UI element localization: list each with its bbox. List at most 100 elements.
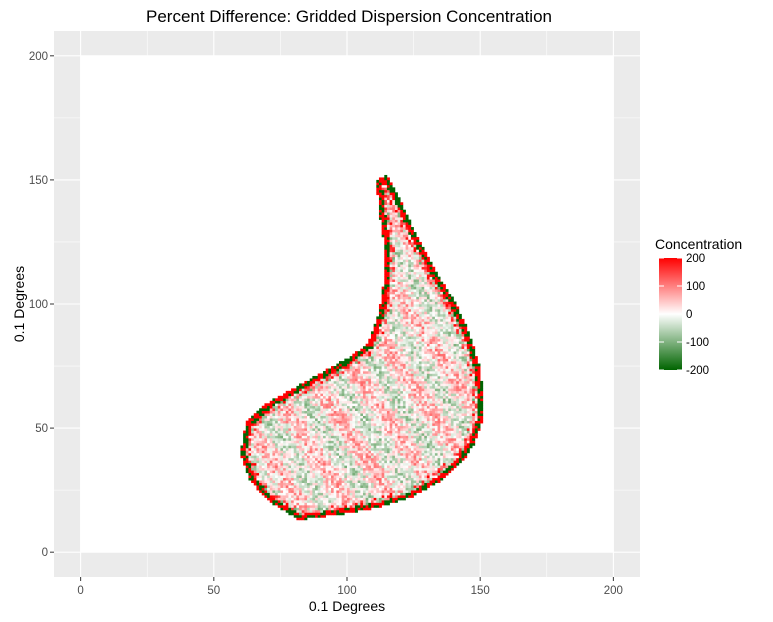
heat-cell xyxy=(349,408,353,412)
heat-cell xyxy=(333,475,337,479)
heat-cell xyxy=(360,410,364,414)
heat-cell xyxy=(275,442,279,446)
heat-cell xyxy=(320,447,324,451)
heat-cell xyxy=(418,445,422,449)
heat-cell xyxy=(416,353,420,357)
heat-cell xyxy=(410,323,414,327)
heat-cell xyxy=(424,395,428,399)
heat-cell xyxy=(405,465,409,469)
heat-cell xyxy=(293,410,297,414)
heat-cell xyxy=(336,457,340,461)
heat-cell xyxy=(285,505,289,508)
heat-cell xyxy=(368,438,372,441)
heat-cell xyxy=(429,343,433,347)
heat-cell xyxy=(376,415,380,419)
heat-cell xyxy=(418,442,422,446)
heat-cell xyxy=(397,405,401,409)
heat-cell xyxy=(418,318,422,322)
heat-cell xyxy=(248,450,252,454)
heat-cell xyxy=(397,351,401,354)
heat-cell xyxy=(421,477,425,481)
heat-cell xyxy=(323,435,326,439)
heat-cell xyxy=(307,467,311,471)
heat-cell xyxy=(267,495,271,498)
heat-cell xyxy=(389,271,393,275)
heat-cell xyxy=(347,485,350,488)
heat-cell xyxy=(328,475,332,479)
heat-cell xyxy=(381,234,385,238)
heat-cell xyxy=(307,514,311,518)
heat-cell xyxy=(309,509,313,513)
heat-cell xyxy=(421,251,425,255)
heat-cell xyxy=(336,371,340,374)
heat-cell xyxy=(344,388,348,392)
heat-cell xyxy=(304,430,308,434)
heat-cell xyxy=(259,428,263,431)
heat-cell xyxy=(400,465,404,469)
heat-cell xyxy=(288,492,292,496)
heat-cell xyxy=(280,487,284,491)
heat-cell xyxy=(253,425,257,429)
heat-cell xyxy=(293,393,297,397)
heat-cell xyxy=(370,400,374,404)
heat-cell xyxy=(360,470,364,474)
heat-cell xyxy=(288,430,292,434)
heat-cell xyxy=(325,480,329,483)
heat-cell xyxy=(251,435,255,439)
heat-cell xyxy=(325,403,329,407)
heat-cell xyxy=(344,500,348,503)
heat-cell xyxy=(256,435,260,439)
heat-cell xyxy=(376,323,380,327)
heat-cell xyxy=(309,428,313,431)
heat-cell xyxy=(408,470,412,474)
heat-cell xyxy=(293,505,297,508)
heat-cell xyxy=(373,487,377,491)
heat-cell xyxy=(373,470,377,474)
heat-cell xyxy=(405,485,409,488)
heat-cell xyxy=(389,338,393,342)
heat-cell xyxy=(275,492,279,496)
heat-cell xyxy=(307,425,311,429)
heat-cell xyxy=(400,425,404,429)
heat-cell xyxy=(323,390,326,394)
heat-cell xyxy=(370,341,374,345)
heat-cell xyxy=(424,296,428,300)
heat-cell xyxy=(320,385,324,389)
heat-cell xyxy=(413,271,417,275)
heat-cell xyxy=(376,363,380,367)
heat-cell xyxy=(381,341,385,345)
heat-cell xyxy=(384,462,388,466)
heat-cell xyxy=(426,405,430,409)
heat-cell xyxy=(309,512,313,516)
heat-cell xyxy=(421,400,425,404)
heat-cell xyxy=(413,348,417,352)
heat-cell xyxy=(267,415,271,419)
heat-cell xyxy=(416,408,420,412)
heat-cell xyxy=(384,306,388,310)
heat-cell xyxy=(410,244,414,248)
heat-cell xyxy=(336,433,340,436)
heat-cell xyxy=(288,462,292,466)
heat-cell xyxy=(392,358,396,362)
heat-cell xyxy=(397,212,401,215)
heat-cell xyxy=(426,269,430,273)
heat-cell xyxy=(344,475,348,479)
heat-cell xyxy=(421,373,425,377)
heat-cell xyxy=(323,509,326,513)
heat-cell xyxy=(392,323,396,327)
heat-cell xyxy=(426,333,430,337)
heat-cell xyxy=(381,336,385,340)
heat-cell xyxy=(360,403,364,407)
heat-cell xyxy=(325,470,329,474)
heat-cell xyxy=(386,197,390,201)
heat-cell xyxy=(245,452,249,456)
heat-cell xyxy=(320,398,324,402)
heat-cell xyxy=(397,395,401,399)
heat-cell xyxy=(426,450,430,454)
heat-cell xyxy=(373,390,377,394)
heat-cell xyxy=(386,351,390,354)
heat-cell xyxy=(253,467,257,471)
heat-cell xyxy=(360,490,364,493)
heat-cell xyxy=(384,430,388,434)
heat-cell xyxy=(339,420,342,424)
